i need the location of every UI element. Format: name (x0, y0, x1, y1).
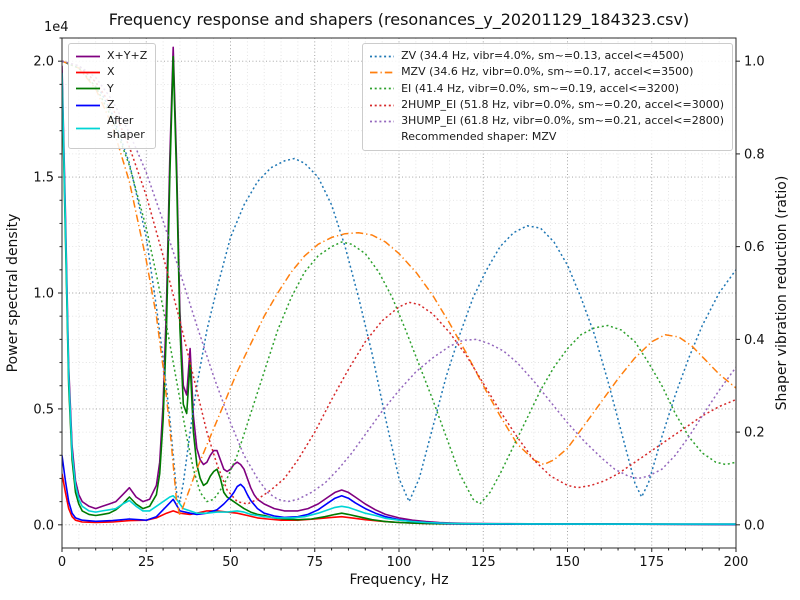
legend-line-swatch (76, 55, 100, 57)
y-right-tick-label: 0.8 (744, 147, 765, 162)
x-tick-label: 100 (387, 555, 412, 570)
legend-footer: Recommended shaper: MZV (369, 129, 724, 145)
x-tick-label: 150 (555, 555, 580, 570)
legend-item: ZV (34.4 Hz, vibr=4.0%, sm~=0.13, accel<… (369, 48, 724, 64)
y-left-offset-text: 1e4 (44, 20, 69, 35)
legend-label: X (107, 65, 115, 79)
legend-label: After shaper (107, 114, 145, 142)
legend-item: MZV (34.6 Hz, vibr=0.0%, sm~=0.17, accel… (369, 64, 724, 80)
y-left-axis-label: Power spectral density (5, 214, 21, 373)
series-line-x (62, 473, 736, 526)
series-line-x-y-z (62, 46, 736, 525)
legend-shapers: ZV (34.4 Hz, vibr=4.0%, sm~=0.13, accel<… (362, 43, 733, 151)
axis-ticks (58, 37, 740, 552)
legend-item: 3HUMP_EI (61.8 Hz, vibr=0.0%, sm~=0.21, … (369, 113, 724, 129)
x-tick-label: 175 (639, 555, 664, 570)
legend-line-swatch (370, 71, 395, 74)
legend-label: MZV (34.6 Hz, vibr=0.0%, sm~=0.17, accel… (401, 65, 694, 79)
axis-tick-labels: 0 25 50 75 100 125 150 175 200 0.0 0.5 1.0 1.5 2.0 0.0… (33, 55, 764, 570)
psd-curves (62, 46, 736, 526)
x-tick-label: 25 (138, 555, 155, 570)
series-line-3hump-ei (62, 60, 736, 503)
chart-title: Frequency response and shapers (resonanc… (109, 10, 689, 30)
legend-psd: X+Y+Z X Y Z After shaper (68, 43, 157, 149)
legend-item: EI (41.4 Hz, vibr=0.0%, sm~=0.19, accel<… (369, 81, 724, 97)
x-axis-label: Frequency, Hz (349, 572, 448, 588)
legend-line-swatch (76, 104, 100, 106)
legend-label: EI (41.4 Hz, vibr=0.0%, sm~=0.19, accel<… (401, 81, 680, 95)
series-line-y (62, 55, 736, 526)
legend-item: Y (75, 81, 147, 97)
legend-item: X (75, 64, 147, 80)
y-right-tick-label: 1.0 (744, 55, 765, 70)
shaper-curves (62, 60, 736, 517)
legend-line-swatch (370, 55, 395, 57)
y-right-tick-label: 0.2 (744, 426, 765, 441)
legend-item: 2HUMP_EI (51.8 Hz, vibr=0.0%, sm~=0.20, … (369, 97, 724, 113)
y-left-tick-label: 0.0 (33, 518, 54, 533)
recommended-shaper-text: Recommended shaper: MZV (401, 130, 557, 144)
legend-line-swatch (370, 120, 395, 123)
legend-item: X+Y+Z (75, 48, 147, 64)
x-tick-label: 50 (222, 555, 239, 570)
legend-item: Z (75, 97, 147, 113)
y-right-tick-label: 0.4 (744, 333, 765, 348)
x-tick-label: 75 (306, 555, 323, 570)
series-line-after-shaper (62, 72, 736, 525)
x-tick-label: 125 (471, 555, 496, 570)
x-tick-label: 0 (58, 555, 66, 570)
y-left-tick-label: 2.0 (33, 55, 54, 70)
y-left-tick-label: 1.0 (33, 287, 54, 302)
y-left-tick-label: 1.5 (33, 171, 54, 186)
y-left-tick-label: 0.5 (33, 402, 54, 417)
legend-label: X+Y+Z (107, 49, 148, 62)
y-right-axis-label: Shaper vibration reduction (ratio) (774, 176, 790, 411)
series-line-zv (62, 60, 736, 503)
x-tick-label: 200 (724, 555, 749, 570)
legend-label: ZV (34.4 Hz, vibr=4.0%, sm~=0.13, accel<… (401, 49, 684, 62)
legend-label: 2HUMP_EI (51.8 Hz, vibr=0.0%, sm~=0.20, … (401, 97, 724, 111)
legend-label: Z (107, 97, 115, 111)
legend-label: 3HUMP_EI (61.8 Hz, vibr=0.0%, sm~=0.21, … (401, 114, 724, 128)
legend-line-swatch (370, 87, 395, 90)
series-line-2hump-ei (62, 60, 736, 505)
legend-line-swatch (76, 71, 100, 74)
y-right-tick-label: 0.0 (744, 518, 765, 533)
legend-item: After shaper (75, 113, 147, 144)
legend-label: Y (107, 81, 114, 95)
series-line-mzv (62, 60, 736, 517)
legend-line-swatch (370, 104, 395, 106)
legend-line-swatch (76, 127, 100, 130)
legend-line-swatch (76, 87, 100, 90)
y-right-tick-label: 0.6 (744, 240, 765, 255)
